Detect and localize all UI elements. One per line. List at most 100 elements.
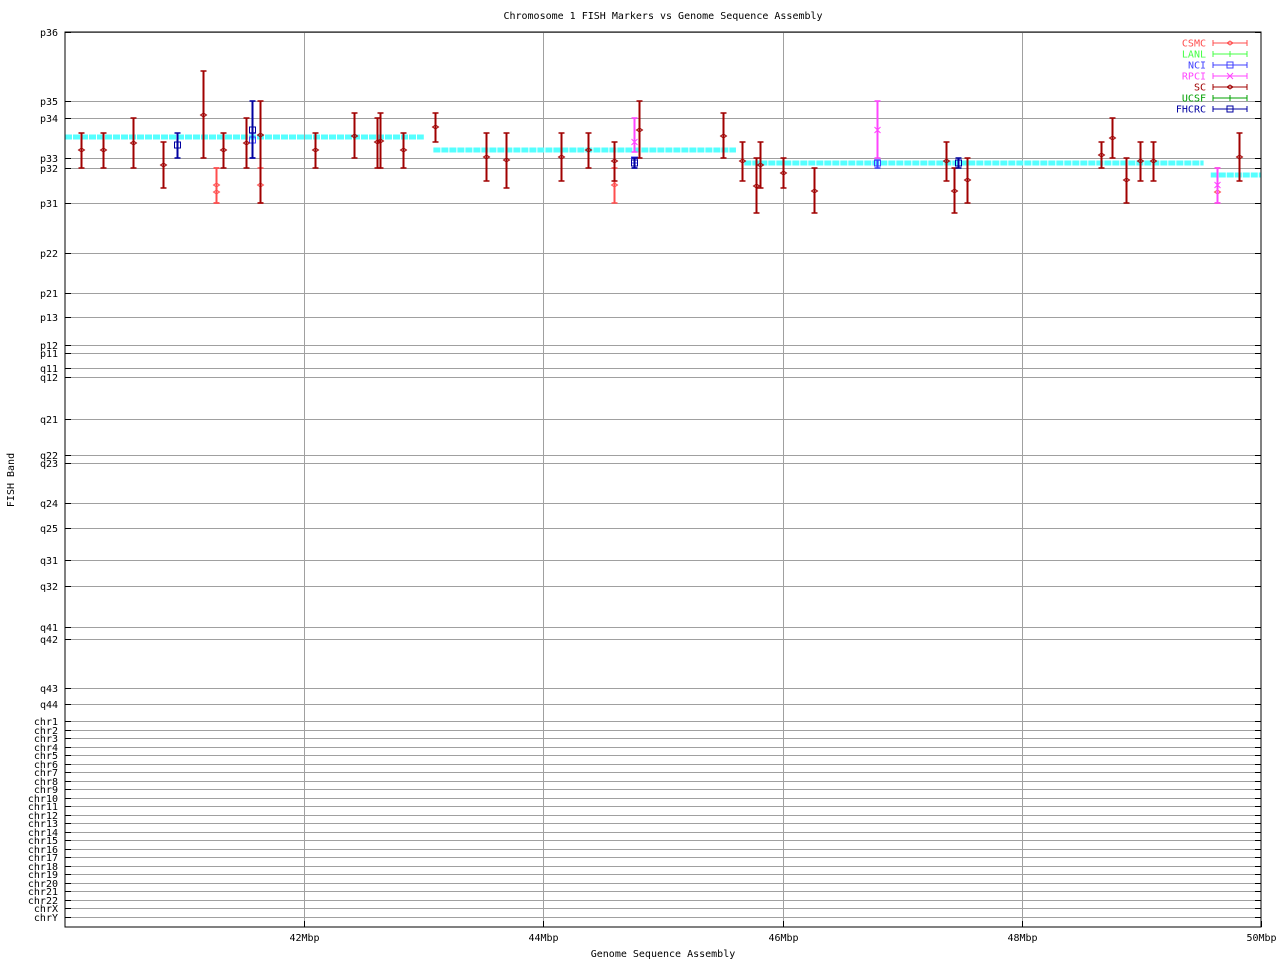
diamond-marker bbox=[635, 127, 644, 133]
diamond-marker bbox=[810, 188, 819, 194]
legend-label: FHCRC bbox=[1176, 105, 1206, 116]
y-tick-label: p11 bbox=[40, 349, 58, 360]
diamond-marker bbox=[77, 147, 86, 153]
y-tick-label: chr7 bbox=[34, 768, 58, 779]
diamond-marker bbox=[719, 133, 728, 139]
data-point bbox=[399, 132, 408, 169]
data-point bbox=[502, 132, 511, 189]
square-marker bbox=[631, 159, 638, 167]
data-point bbox=[311, 132, 320, 169]
legend-item-csmc: CSMC bbox=[1182, 39, 1248, 50]
data-point bbox=[99, 132, 108, 169]
data-point bbox=[963, 157, 972, 204]
y-tick-label: chr4 bbox=[34, 743, 58, 754]
data-point bbox=[557, 132, 566, 182]
legend-item-nci: NCI bbox=[1188, 61, 1248, 72]
data-point bbox=[219, 132, 228, 169]
y-tick-label: q44 bbox=[40, 700, 58, 711]
data-point bbox=[874, 100, 881, 159]
y-tick-label: chr17 bbox=[28, 853, 58, 864]
y-tick-label: q21 bbox=[40, 415, 58, 426]
diamond-marker bbox=[1226, 40, 1234, 46]
diamond-marker bbox=[610, 182, 619, 188]
data-point bbox=[1122, 157, 1131, 204]
diamond-marker bbox=[99, 147, 108, 153]
y-tick-label: chr18 bbox=[28, 862, 58, 873]
y-tick-label: q31 bbox=[40, 556, 58, 567]
diamond-marker bbox=[557, 154, 566, 160]
diamond-marker bbox=[963, 177, 972, 183]
legend-label: NCI bbox=[1188, 61, 1206, 72]
y-tick-label: p36 bbox=[40, 28, 58, 39]
diamond-marker bbox=[376, 138, 385, 144]
diamond-marker bbox=[1235, 154, 1244, 160]
y-tick-label: chr5 bbox=[34, 751, 58, 762]
plot-frame bbox=[64, 31, 1262, 928]
x-tick-label: 48Mbp bbox=[1007, 933, 1037, 944]
diamond-marker bbox=[199, 112, 208, 118]
y-tick-label: q32 bbox=[40, 582, 58, 593]
legend-label: CSMC bbox=[1182, 39, 1206, 50]
data-point bbox=[955, 157, 962, 169]
x-marker bbox=[1214, 181, 1221, 189]
y-tick-label: q11 bbox=[40, 364, 58, 375]
y-tick-label: chr2 bbox=[34, 726, 58, 737]
legend-item-fhcrc: FHCRC bbox=[1176, 105, 1248, 116]
diamond-marker bbox=[256, 132, 265, 138]
y-tick-label: q23 bbox=[40, 459, 58, 470]
legend-item-sc: SC bbox=[1194, 83, 1248, 94]
data-point bbox=[779, 157, 788, 189]
data-point bbox=[1136, 141, 1145, 182]
y-tick-label: q43 bbox=[40, 684, 58, 695]
y-tick-label: chr10 bbox=[28, 794, 58, 805]
diamond-marker bbox=[159, 162, 168, 168]
data-point bbox=[482, 132, 491, 182]
data-point bbox=[719, 112, 728, 159]
square-marker bbox=[955, 159, 962, 167]
data-point bbox=[950, 167, 959, 214]
data-point bbox=[1097, 141, 1106, 169]
y-tick-label: chrY bbox=[34, 913, 58, 924]
diamond-marker bbox=[212, 189, 221, 195]
y-tick-label: q25 bbox=[40, 524, 58, 535]
x-marker bbox=[874, 126, 881, 134]
y-tick-label: chr16 bbox=[28, 845, 58, 856]
square-marker bbox=[174, 141, 181, 149]
y-tick-label: chr20 bbox=[28, 879, 58, 890]
y-tick-label: chr22 bbox=[28, 896, 58, 907]
diamond-marker bbox=[502, 157, 511, 163]
legend-item-lanl: LANL bbox=[1182, 50, 1248, 61]
y-tick-label: chr1 bbox=[34, 717, 58, 728]
data-points bbox=[77, 70, 1244, 214]
data-point bbox=[1235, 132, 1244, 182]
diamond-marker bbox=[242, 140, 251, 146]
y-tick-label: p13 bbox=[40, 313, 58, 324]
data-point bbox=[810, 167, 819, 214]
diamond-marker bbox=[1136, 158, 1145, 164]
legend-label: RPCI bbox=[1182, 72, 1206, 83]
data-point bbox=[199, 70, 208, 159]
data-point bbox=[431, 112, 440, 143]
diamond-marker bbox=[482, 154, 491, 160]
diamond-marker bbox=[431, 124, 440, 130]
diamond-marker bbox=[1122, 177, 1131, 183]
diamond-marker bbox=[942, 158, 951, 164]
diamond-marker bbox=[610, 158, 619, 164]
diamond-marker bbox=[1226, 84, 1234, 90]
data-point bbox=[376, 112, 385, 169]
diamond-marker bbox=[738, 158, 747, 164]
data-point bbox=[635, 100, 644, 159]
data-point bbox=[610, 141, 619, 182]
x-tick-label: 42Mbp bbox=[289, 933, 319, 944]
diamond-marker bbox=[756, 162, 765, 168]
y-tick-label: p21 bbox=[40, 289, 58, 300]
data-point bbox=[631, 157, 638, 169]
y-tick-label: p35 bbox=[40, 97, 58, 108]
data-point bbox=[159, 141, 168, 189]
diamond-marker bbox=[219, 147, 228, 153]
data-point bbox=[242, 117, 251, 169]
y-tick-label: chr6 bbox=[34, 760, 58, 771]
y-tick-label: chr12 bbox=[28, 811, 58, 822]
